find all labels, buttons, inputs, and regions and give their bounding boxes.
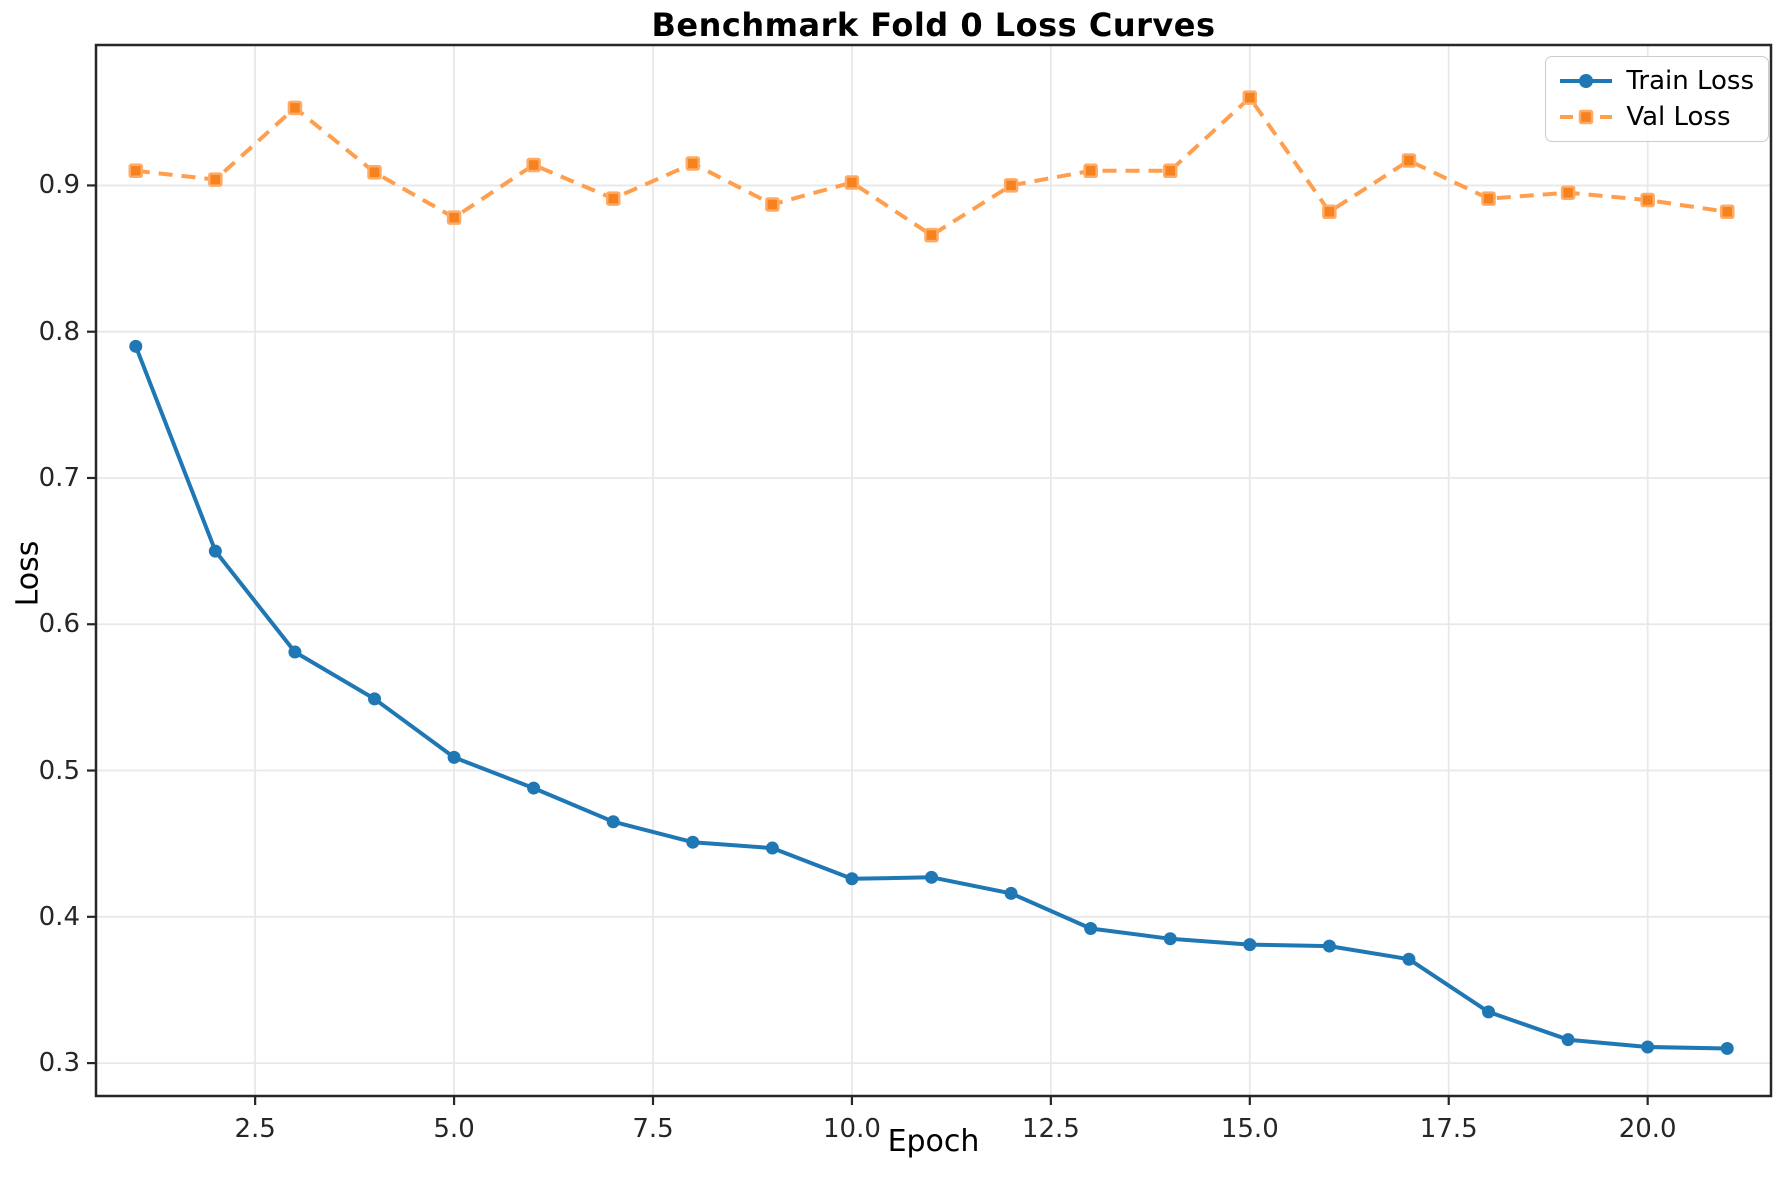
val-loss-marker	[685, 156, 701, 171]
x-tick-label: 20.0	[1618, 1114, 1677, 1144]
x-tick-label: 5.0	[433, 1114, 475, 1144]
train-loss-marker	[208, 544, 222, 558]
x-tick-label: 17.5	[1419, 1114, 1478, 1144]
val-loss-marker	[446, 210, 462, 225]
val-loss-marker	[287, 100, 303, 116]
x-tick-label: 12.5	[1021, 1114, 1080, 1144]
train-loss-marker	[288, 645, 302, 659]
val-loss-marker	[1162, 163, 1178, 179]
train-loss-marker	[686, 835, 700, 849]
y-tick-label: 0.9	[38, 170, 80, 201]
val-loss-marker	[1083, 163, 1098, 179]
val-loss-marker	[1560, 185, 1576, 200]
val-loss-marker	[1242, 90, 1258, 105]
y-tick-label: 0.7	[38, 462, 80, 493]
val-loss-marker	[1003, 178, 1019, 193]
val-loss-legend-swatch	[1560, 109, 1613, 125]
y-tick-label: 0.5	[38, 755, 80, 786]
val-loss-marker	[924, 227, 939, 243]
y-tick-label: 0.6	[38, 609, 80, 640]
train-loss-marker	[925, 870, 939, 884]
y-tick-label: 0.8	[38, 316, 80, 347]
legend-label-train: Train Loss	[1626, 66, 1754, 96]
train-loss-marker	[1641, 1040, 1655, 1054]
val-loss-marker	[1719, 204, 1735, 220]
legend-item-train: Train Loss	[1558, 65, 1754, 97]
axes-spines	[94, 43, 1773, 1098]
train-loss-marker	[368, 692, 382, 706]
val-loss-marker	[526, 157, 541, 173]
chart-title: Benchmark Fold 0 Loss Curves	[651, 6, 1216, 44]
train-loss-marker	[1720, 1041, 1734, 1055]
train-loss-marker	[845, 872, 859, 886]
legend-item-val: Val Loss	[1558, 101, 1754, 133]
val-loss-marker	[1401, 153, 1417, 168]
train-loss-marker	[1084, 922, 1098, 936]
val-loss-marker	[367, 165, 382, 180]
train-loss-legend-swatch	[1560, 74, 1613, 88]
train-loss-marker	[527, 781, 541, 795]
val-loss-marker	[128, 163, 144, 179]
y-tick-label: 0.4	[38, 901, 80, 932]
x-axis-label: Epoch	[887, 1124, 980, 1159]
val-loss-line	[135, 95, 1728, 238]
train-loss-marker	[129, 339, 143, 353]
train-loss-marker	[1004, 886, 1018, 900]
legend: Train Loss Val Loss	[1545, 56, 1769, 142]
val-loss-marker	[765, 197, 780, 212]
train-loss-marker	[1243, 938, 1257, 952]
train-loss-marker	[1163, 932, 1177, 946]
train-loss-marker	[1402, 952, 1416, 966]
train-loss-marker	[1561, 1033, 1575, 1047]
train-loss-marker	[1322, 939, 1336, 953]
x-tick-label: 10.0	[822, 1114, 881, 1144]
val-loss-marker	[605, 191, 621, 206]
train-loss-marker	[606, 815, 620, 829]
legend-label-val: Val Loss	[1626, 102, 1731, 132]
val-loss-marker	[1481, 191, 1496, 206]
val-loss-marker	[208, 172, 223, 187]
y-tick-label: 0.3	[38, 1048, 80, 1079]
val-loss-marker	[1322, 204, 1337, 220]
x-tick-label: 7.5	[632, 1114, 674, 1144]
x-tick-label: 2.5	[234, 1114, 276, 1144]
x-tick-label: 15.0	[1220, 1114, 1279, 1144]
y-axis-label: Loss	[10, 540, 46, 607]
val-loss-marker	[1640, 192, 1655, 208]
train-loss-marker	[447, 750, 461, 764]
val-loss-marker	[844, 175, 860, 190]
train-loss-marker	[765, 841, 779, 855]
train-loss-marker	[1482, 1005, 1496, 1019]
